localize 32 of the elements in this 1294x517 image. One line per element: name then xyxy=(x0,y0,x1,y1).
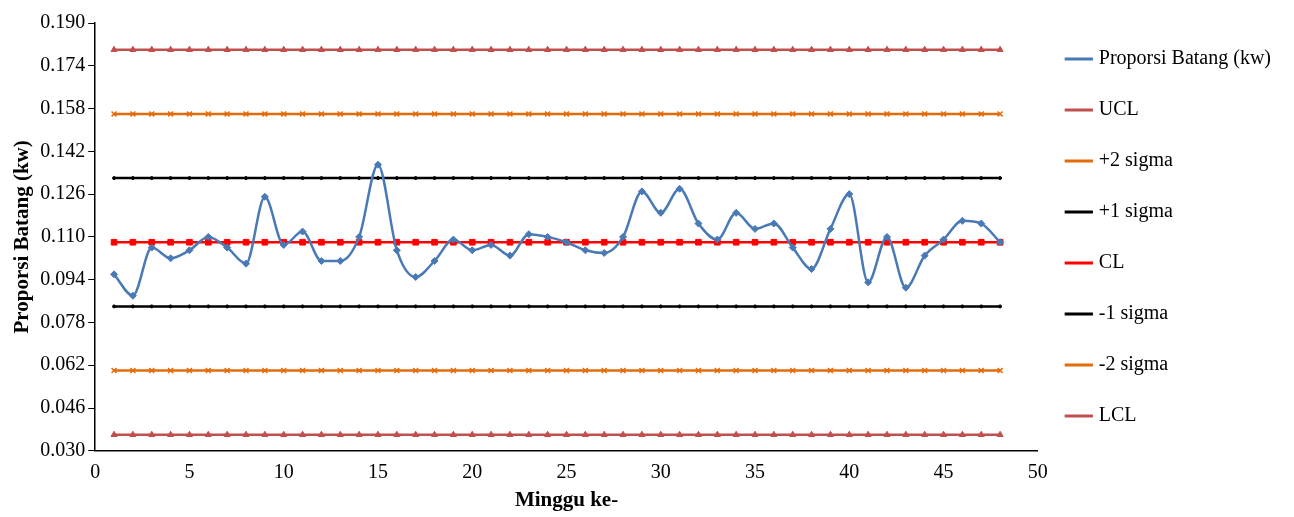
legend-label: -1 sigma xyxy=(1098,301,1169,325)
legend-label: CL xyxy=(1098,250,1125,273)
y-tick-label: 0.094 xyxy=(40,266,86,289)
x-tick-label: 25 xyxy=(556,460,577,483)
y-tick-label: 0.126 xyxy=(40,181,86,204)
legend-label: -2 sigma xyxy=(1098,352,1169,376)
y-tick-label: 0.142 xyxy=(40,138,86,161)
x-tick-label: 35 xyxy=(745,460,766,483)
x-tick-label: 50 xyxy=(1027,460,1048,483)
x-tick-label: 20 xyxy=(462,460,483,483)
x-tick-label: 30 xyxy=(650,460,671,483)
x-tick-label: 0 xyxy=(90,460,101,483)
x-tick-label: 10 xyxy=(273,460,294,483)
y-tick-label: 0.110 xyxy=(40,224,86,247)
y-tick-label: 0.062 xyxy=(40,352,86,375)
x-tick-label: 15 xyxy=(367,460,388,483)
x-tick-label: 45 xyxy=(933,460,954,483)
x-tick-label: 5 xyxy=(184,460,195,483)
y-tick-label: 0.190 xyxy=(40,10,86,33)
legend-label: UCL xyxy=(1098,97,1139,120)
y-tick-label: 0.174 xyxy=(40,53,86,76)
y-tick-label: 0.046 xyxy=(40,395,86,418)
x-axis-title: Minggu ke- xyxy=(514,486,619,511)
legend-label: +1 sigma xyxy=(1098,199,1173,223)
y-tick-label: 0.158 xyxy=(40,95,86,118)
y-tick-label: 0.078 xyxy=(40,309,86,332)
legend-label: +2 sigma xyxy=(1098,148,1173,172)
x-tick-label: 40 xyxy=(839,460,860,483)
legend-label: LCL xyxy=(1098,403,1137,426)
y-axis-title: Proporsi Batang (kw) xyxy=(9,140,34,334)
y-tick-label: 0.030 xyxy=(40,438,86,461)
legend-label: Proporsi Batang (kw) xyxy=(1098,46,1272,70)
